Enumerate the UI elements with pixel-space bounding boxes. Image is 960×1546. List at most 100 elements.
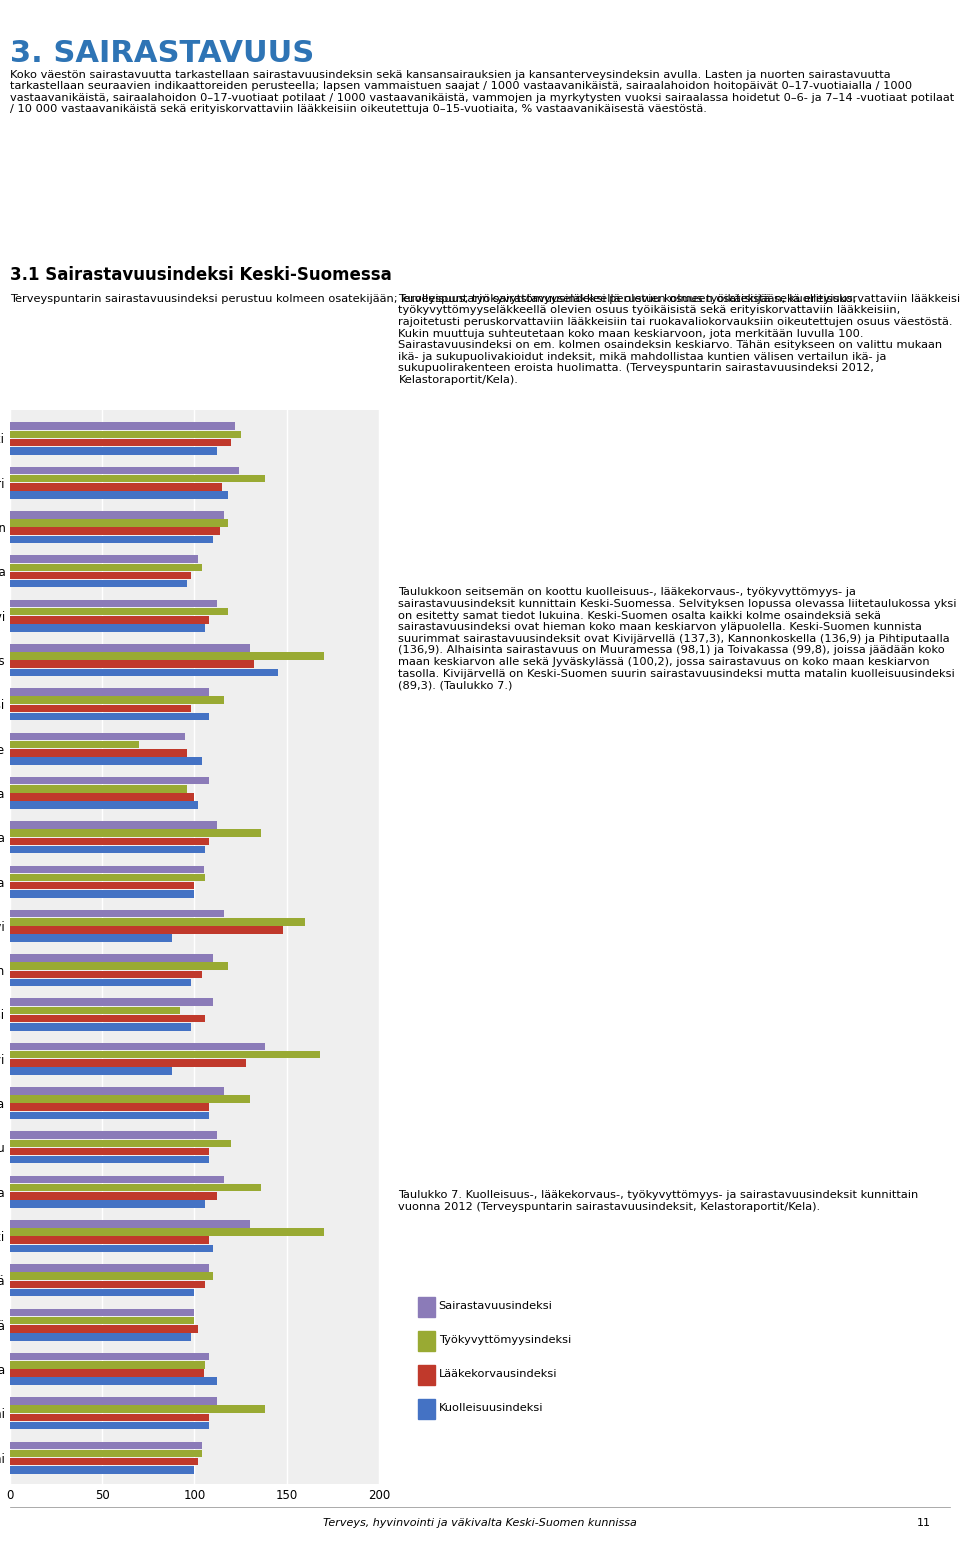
Bar: [10, 1237, 209, 1245]
Bar: [10, 1317, 194, 1325]
Text: Terveyspuntarin sairastavuusindeksi perustuu kolmeen osatekijään; kuolleisuus, t: Terveyspuntarin sairastavuusindeksi peru…: [10, 294, 960, 303]
Bar: [10, 1220, 250, 1228]
Bar: [10, 866, 204, 873]
Bar: [10, 741, 139, 748]
Bar: [10, 1245, 213, 1252]
Bar: [10, 1228, 324, 1235]
Bar: [10, 962, 228, 969]
Text: Työkyvyttömyysindeksi: Työkyvyttömyysindeksi: [439, 1336, 571, 1345]
Bar: [10, 873, 205, 881]
Text: Sairastavuusindeksi: Sairastavuusindeksi: [439, 1302, 553, 1311]
Bar: [10, 447, 217, 455]
Bar: [10, 688, 209, 696]
Bar: [10, 926, 283, 934]
Text: Taulukkoon seitsemän on koottu kuolleisuus-, lääkekorvaus-, työkyvyttömyys- ja s: Taulukkoon seitsemän on koottu kuolleisu…: [398, 587, 957, 690]
Bar: [10, 801, 198, 809]
Bar: [10, 1405, 265, 1413]
Bar: [10, 785, 187, 793]
Bar: [10, 748, 187, 756]
Bar: [10, 668, 277, 676]
Bar: [10, 838, 209, 846]
Bar: [10, 1377, 217, 1385]
Bar: [10, 484, 222, 490]
Bar: [10, 713, 209, 720]
Bar: [10, 778, 209, 784]
Bar: [10, 580, 187, 587]
Bar: [10, 660, 253, 668]
Bar: [10, 1398, 217, 1405]
Bar: [10, 697, 224, 703]
Bar: [10, 1200, 205, 1207]
Bar: [10, 1184, 261, 1192]
Text: 3.1 Sairastavuusindeksi Keski-Suomessa: 3.1 Sairastavuusindeksi Keski-Suomessa: [10, 266, 392, 284]
Bar: [10, 625, 205, 632]
Text: 3. SAIRASTAVUUS: 3. SAIRASTAVUUS: [10, 39, 314, 68]
Bar: [10, 1051, 320, 1059]
Bar: [10, 1067, 172, 1074]
Bar: [10, 1059, 246, 1067]
Bar: [10, 1441, 202, 1449]
Bar: [10, 1422, 209, 1430]
Bar: [10, 999, 213, 1006]
Bar: [10, 519, 228, 527]
Bar: [10, 934, 172, 942]
Bar: [10, 1087, 224, 1095]
Text: Lääkekorvausindeksi: Lääkekorvausindeksi: [439, 1370, 557, 1379]
Bar: [10, 1042, 265, 1050]
Bar: [10, 821, 217, 829]
Bar: [10, 535, 213, 543]
Bar: [10, 431, 241, 438]
Bar: [10, 608, 228, 615]
Bar: [10, 1139, 231, 1147]
Bar: [10, 1413, 209, 1421]
Bar: [10, 439, 231, 447]
Bar: [10, 758, 202, 765]
Bar: [10, 555, 198, 563]
Bar: [10, 1450, 202, 1458]
Bar: [10, 733, 185, 741]
Text: Terveyspuntarin sairastavuusindeksi perustuu kolmeen osatekijään; kuolleisuus, t: Terveyspuntarin sairastavuusindeksi peru…: [398, 294, 953, 385]
Bar: [10, 1095, 250, 1102]
Bar: [10, 1458, 198, 1466]
Bar: [10, 1104, 209, 1112]
Bar: [10, 564, 202, 570]
Bar: [10, 1360, 205, 1368]
Bar: [10, 918, 305, 926]
Bar: [10, 1370, 204, 1377]
Bar: [10, 1156, 209, 1164]
Bar: [10, 1192, 217, 1200]
Bar: [10, 600, 217, 608]
Bar: [10, 527, 220, 535]
Text: 11: 11: [917, 1518, 931, 1527]
Text: Kuolleisuusindeksi: Kuolleisuusindeksi: [439, 1404, 543, 1413]
Bar: [10, 829, 261, 836]
Bar: [10, 475, 265, 482]
Bar: [10, 1175, 224, 1183]
Bar: [10, 705, 191, 713]
Text: Taulukko 7. Kuolleisuus-, lääkekorvaus-, työkyvyttömyys- ja sairastavuusindeksit: Taulukko 7. Kuolleisuus-, lääkekorvaus-,…: [398, 1190, 919, 1212]
Bar: [10, 1006, 180, 1014]
Bar: [10, 1289, 194, 1297]
Bar: [10, 1325, 198, 1333]
Bar: [10, 615, 209, 623]
Bar: [10, 881, 194, 889]
Bar: [10, 512, 224, 518]
Bar: [10, 846, 205, 853]
Bar: [10, 1023, 191, 1031]
Bar: [10, 1353, 209, 1360]
Bar: [10, 1280, 205, 1288]
Bar: [10, 1112, 209, 1119]
Bar: [10, 422, 235, 430]
Bar: [10, 890, 194, 898]
Bar: [10, 1466, 194, 1473]
Bar: [10, 467, 239, 475]
Bar: [10, 1265, 209, 1272]
Bar: [10, 652, 324, 660]
Text: Koko väestön sairastavuutta tarkastellaan sairastavuusindeksin sekä kansansairau: Koko väestön sairastavuutta tarkastellaa…: [10, 70, 954, 114]
Bar: [10, 1147, 209, 1155]
Bar: [10, 979, 191, 986]
Bar: [10, 1308, 194, 1316]
Bar: [10, 572, 191, 580]
Bar: [10, 645, 250, 651]
Bar: [10, 1272, 213, 1280]
